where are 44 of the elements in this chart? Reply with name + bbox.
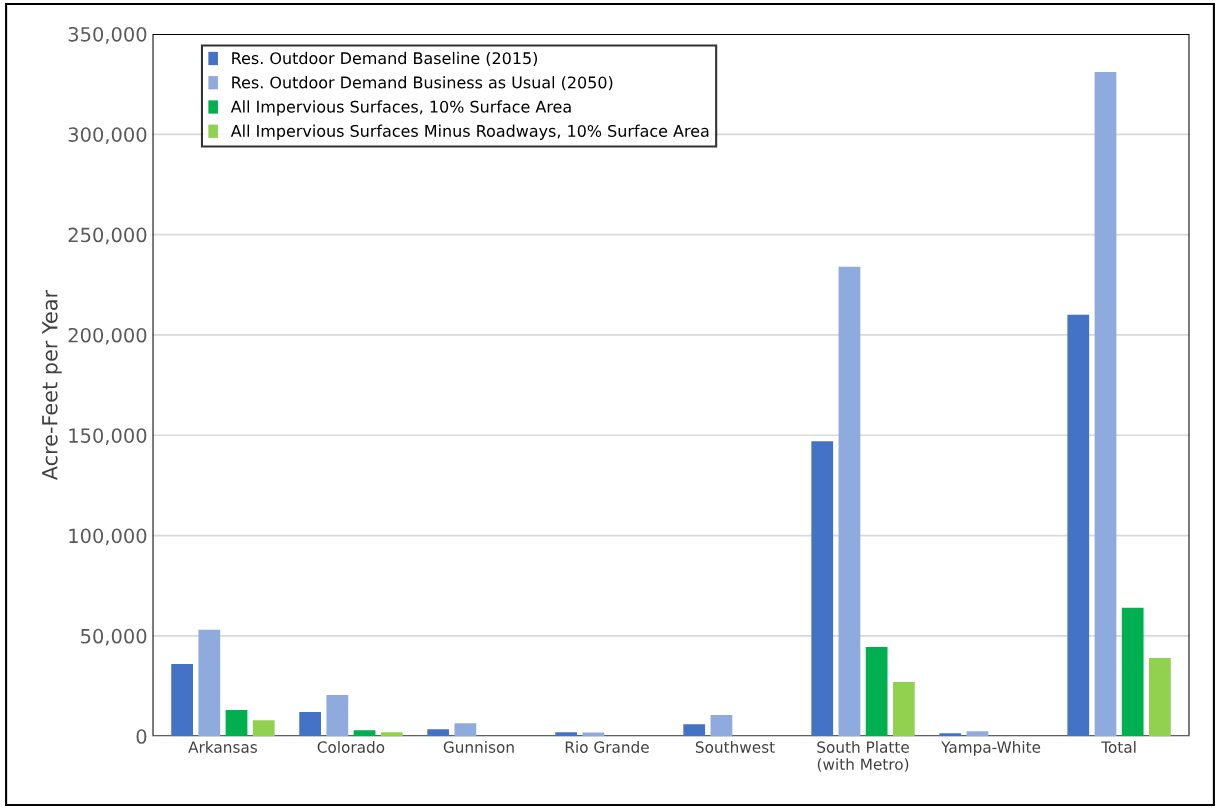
x-tick-label: Yampa-White (941, 741, 1041, 756)
bar (1149, 657, 1171, 737)
y-tick-label: 300,000 (68, 127, 147, 144)
legend-label: All Impervious Surfaces Minus Roadways, 10% Surface Area (230, 124, 709, 141)
x-tick-label: Arkansas (188, 741, 257, 753)
legend-label: Res. Outdoor Demand Business as Usual (2050) (232, 76, 613, 91)
bar (1121, 607, 1144, 737)
x-tick-label: South Platte (with Metro) (817, 741, 909, 772)
y-tick-label: 250,000 (68, 227, 147, 245)
legend-label: All Impervious Surfaces, 10% Surface Area (230, 100, 571, 116)
bar (865, 646, 888, 737)
bar (555, 732, 578, 737)
y-tick-label: 50,000 (81, 628, 147, 646)
bar (811, 441, 834, 737)
bar (454, 723, 477, 737)
bar (710, 715, 733, 737)
x-tick-label: Southwest (695, 741, 775, 753)
bar (683, 724, 706, 737)
bar (299, 712, 322, 737)
y-axis-title: Acre-Feet per Year (42, 289, 62, 481)
bar (380, 732, 403, 737)
x-tick-label: Colorado (317, 741, 385, 753)
y-tick-label: 150,000 (69, 428, 147, 445)
x-tick-label: Total (1101, 741, 1136, 753)
y-tick-label: 0 (136, 729, 147, 744)
bar (353, 730, 376, 737)
bar (326, 695, 349, 737)
legend-label: Res. Outdoor Demand Baseline (2015) (232, 51, 538, 67)
bar (171, 663, 193, 737)
bar (198, 629, 221, 737)
bar (892, 682, 915, 737)
bar (252, 720, 275, 737)
bar (1067, 314, 1090, 737)
bar (225, 710, 248, 737)
y-tick-label: 200,000 (68, 327, 147, 345)
y-tick-label: 350,000 (68, 26, 147, 44)
x-tick-label: Gunnison (443, 741, 514, 753)
x-tick-label: Rio Grande (565, 741, 649, 753)
bar (1094, 72, 1117, 737)
bar (838, 266, 861, 737)
bar (939, 733, 962, 737)
y-tick-label: 100,000 (69, 528, 147, 546)
bar (427, 729, 450, 737)
bar (966, 731, 989, 737)
